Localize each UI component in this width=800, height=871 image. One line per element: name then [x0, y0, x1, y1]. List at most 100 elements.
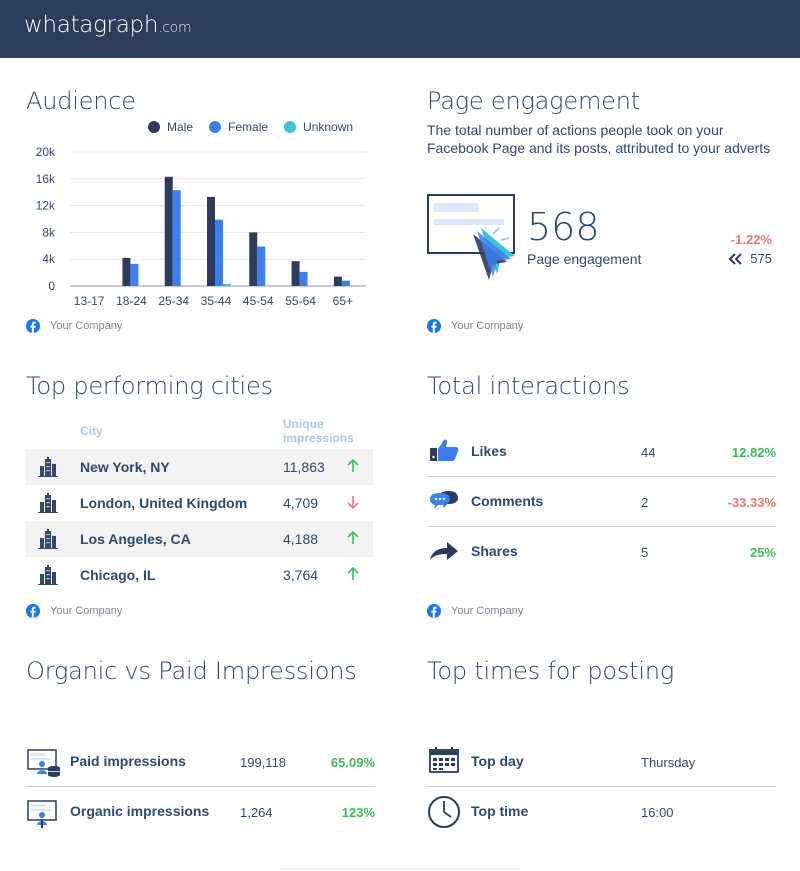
- city-impressions: 3,764: [283, 567, 319, 583]
- share-arrow-icon: [430, 542, 458, 560]
- x-tick-label: 65+: [333, 294, 353, 308]
- interaction-row-comments[interactable]: Comments 2 -33.33%: [427, 477, 776, 527]
- page-engagement-value: 568: [527, 205, 600, 249]
- posting-label: Top time: [471, 803, 529, 819]
- bar-male: [207, 196, 215, 286]
- arrow-down-icon: [347, 496, 359, 510]
- calendar-icon: [429, 747, 459, 773]
- arrow-up-icon: [347, 566, 359, 580]
- impression-row-organic[interactable]: Organic impressions 1,264 123%: [26, 787, 375, 837]
- row-divider: [427, 526, 776, 527]
- legend-label: Female: [228, 120, 269, 134]
- header-bar: whatagraph.com: [0, 0, 800, 58]
- organic-impressions-icon: [27, 800, 57, 828]
- y-tick-label: 16k: [36, 172, 56, 186]
- impression-value: 199,118: [240, 755, 287, 770]
- interactions-source: Your Company: [427, 604, 523, 618]
- interaction-row-likes[interactable]: Likes 44 12.82%: [427, 426, 776, 476]
- legend-item-female[interactable]: Female: [209, 120, 268, 134]
- city-buildings-icon: [38, 457, 58, 477]
- city-impressions: 11,863: [283, 459, 325, 475]
- bar-male: [122, 257, 131, 286]
- table-row[interactable]: New York, NY 11,863: [26, 449, 373, 485]
- source-label: Your Company: [50, 605, 123, 617]
- legend-label: Male: [167, 120, 194, 134]
- audience-legend: Male Female Unknown: [148, 120, 353, 134]
- bar-female: [130, 263, 139, 286]
- bar-male: [164, 176, 173, 286]
- impressions-title: Organic vs Paid Impressions: [26, 657, 357, 685]
- x-tick-label: 55-64: [285, 294, 316, 308]
- table-row[interactable]: Los Angeles, CA 4,188: [26, 521, 373, 557]
- impression-label: Paid impressions: [70, 753, 186, 769]
- interaction-row-shares[interactable]: Shares 5 25%: [427, 527, 776, 577]
- page-engagement-caption: Page engagement: [527, 251, 642, 267]
- interaction-label: Likes: [471, 443, 507, 459]
- female-dot-icon: [209, 121, 222, 133]
- interaction-label: Comments: [471, 493, 544, 509]
- cities-source: Your Company: [26, 604, 122, 618]
- male-dot-icon: [148, 121, 160, 133]
- thumbs-up-icon: [430, 439, 459, 461]
- audience-title: Audience: [26, 87, 136, 115]
- bar-male: [249, 232, 258, 286]
- impression-change: 123%: [341, 805, 375, 820]
- city-name: New York, NY: [80, 459, 170, 475]
- arrow-up-icon: [347, 458, 359, 472]
- interaction-change: 25%: [749, 545, 776, 560]
- impression-change: 65.09%: [330, 755, 375, 770]
- source-label: Your Company: [50, 320, 123, 332]
- x-tick-label: 18-24: [116, 294, 147, 308]
- legend-item-male[interactable]: Male: [148, 120, 193, 134]
- page-engagement-source: Your Company: [427, 319, 523, 333]
- row-divider: [427, 786, 776, 787]
- bar-female: [215, 219, 223, 286]
- table-row[interactable]: London, United Kingdom 4,709: [26, 485, 373, 521]
- legend-item-unknown[interactable]: Unknown: [284, 120, 353, 134]
- row-divider: [427, 476, 776, 477]
- city-buildings-icon: [38, 493, 58, 513]
- interaction-label: Shares: [471, 543, 518, 559]
- city-column-header[interactable]: City: [80, 424, 103, 438]
- y-tick-label: 0: [48, 279, 55, 293]
- facebook-icon: [26, 604, 40, 618]
- audience-bar-chart: 0 4k 8k 12k 16k 20k 13-17 18-24 25-34 35-44 45-54 5…: [36, 145, 366, 308]
- logo-domain: .com: [158, 20, 192, 36]
- page-engagement-change: -1.22%: [730, 232, 772, 247]
- unknown-dot-icon: [284, 121, 297, 133]
- posting-row-time[interactable]: Top time 16:00: [427, 787, 776, 837]
- bar-female: [299, 271, 308, 286]
- arrow-up-icon: [347, 530, 359, 544]
- y-tick-label: 20k: [36, 145, 56, 159]
- x-tick-label: 45-54: [243, 294, 274, 308]
- paid-impressions-icon: [27, 749, 60, 777]
- interaction-change: -33.33%: [727, 495, 776, 510]
- footer-shadow: [280, 868, 520, 871]
- posting-label: Top day: [471, 753, 524, 769]
- city-name: London, United Kingdom: [80, 495, 248, 511]
- bar-male: [333, 276, 342, 286]
- facebook-icon: [427, 319, 441, 333]
- city-impressions: 4,188: [283, 531, 319, 547]
- interaction-value: 44: [641, 445, 656, 460]
- page-engagement-title: Page engagement: [427, 87, 640, 115]
- audience-source: Your Company: [26, 319, 122, 333]
- x-tick-label: 25-34: [158, 294, 189, 308]
- impressions-column-header[interactable]: Unique impressions: [283, 417, 354, 445]
- table-row[interactable]: Chicago, IL 3,764: [26, 557, 373, 593]
- row-divider: [26, 786, 375, 787]
- y-tick-label: 12k: [36, 199, 56, 213]
- whatagraph-logo[interactable]: whatagraph.com: [24, 12, 192, 38]
- comments-icon: [430, 491, 458, 509]
- previous-value: 575: [750, 251, 772, 266]
- posting-value: 16:00: [641, 805, 674, 820]
- posting-row-day[interactable]: Top day Thursday: [427, 736, 776, 786]
- page-engagement-description: The total number of actions people took …: [427, 122, 771, 156]
- interactions-title: Total interactions: [427, 372, 630, 400]
- impression-row-paid[interactable]: Paid impressions 199,118 65.09%: [26, 736, 375, 786]
- cities-title: Top performing cities: [26, 372, 273, 400]
- y-tick-label: 8k: [42, 225, 56, 239]
- source-label: Your Company: [451, 605, 524, 617]
- posting-value: Thursday: [641, 755, 696, 770]
- logo-text: whatagraph: [24, 12, 159, 38]
